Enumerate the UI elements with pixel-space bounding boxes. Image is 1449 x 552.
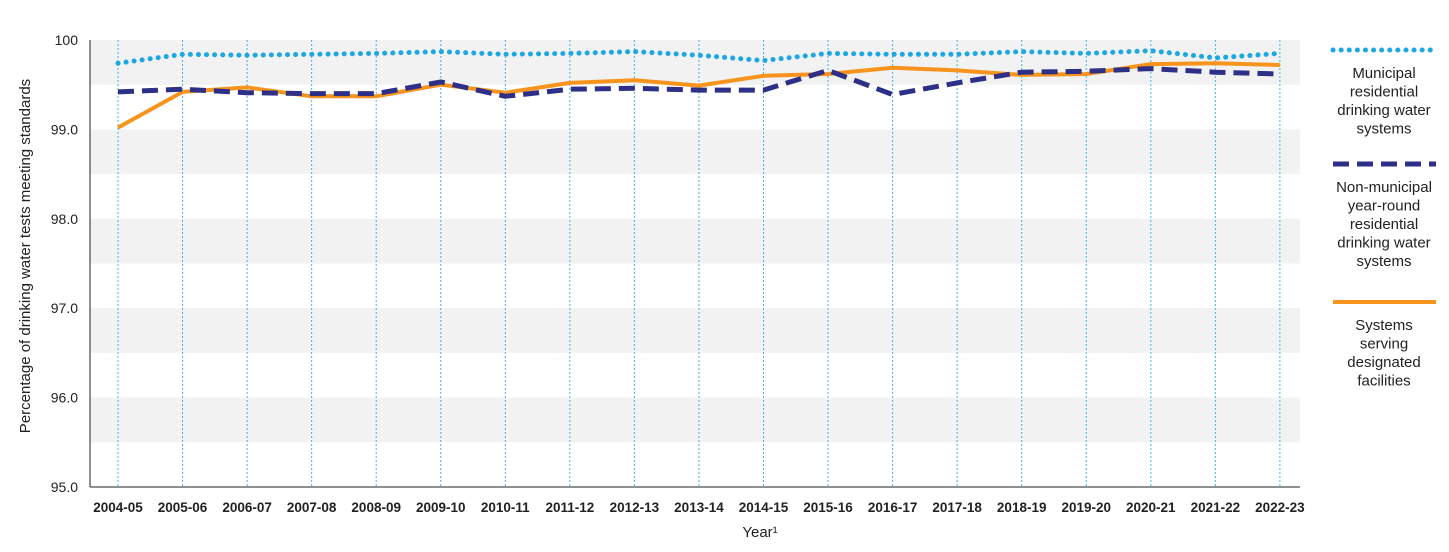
x-tick-label: 2022-23	[1255, 500, 1305, 515]
y-tick-label: 100	[55, 32, 79, 48]
x-tick-label: 2016-17	[868, 500, 918, 515]
background-band	[90, 40, 1300, 85]
y-tick-label: 97.0	[51, 300, 78, 316]
legend-label: Non-municipal	[1336, 179, 1432, 196]
legend-label: residential	[1350, 216, 1418, 233]
legend-label: Systems	[1355, 317, 1413, 334]
series-line-3	[117, 61, 1280, 130]
legend-label: residential	[1350, 84, 1418, 101]
series-line-1	[115, 48, 1283, 66]
x-tick-label: 2011-12	[545, 500, 594, 515]
x-tick-label: 2017-18	[932, 500, 982, 515]
y-tick-label: 99.0	[51, 121, 78, 137]
x-tick-label: 2014-15	[739, 500, 789, 515]
axes	[89, 40, 1300, 488]
y-tick-label: 96.0	[51, 390, 78, 406]
background-bands	[90, 40, 1300, 443]
series-line-2	[117, 66, 1280, 99]
x-tick-label: 2015-16	[803, 500, 853, 515]
legend-label: Municipal	[1352, 65, 1415, 82]
series-lines	[115, 48, 1283, 130]
legend-label: systems	[1356, 253, 1411, 270]
legend-label: year-round	[1348, 198, 1421, 215]
x-tick-label: 2012-13	[610, 500, 660, 515]
legend-label: drinking water	[1337, 102, 1430, 119]
legend-label: systems	[1356, 121, 1411, 138]
x-tick-label: 2019-20	[1061, 500, 1111, 515]
background-band	[90, 397, 1300, 443]
x-tick-label: 2018-19	[997, 500, 1047, 515]
x-tick-label: 2006-07	[222, 500, 272, 515]
x-tick-label: 2009-10	[416, 500, 466, 515]
x-axis-title: Year¹	[742, 524, 777, 541]
x-tick-label: 2021-22	[1191, 500, 1241, 515]
y-tick-labels: 95.0 96.0 97.0 98.0 99.0 100	[51, 32, 78, 495]
x-tick-label: 2005-06	[158, 500, 208, 515]
vertical-gridlines	[117, 40, 1281, 487]
x-tick-label: 2020-21	[1126, 500, 1176, 515]
x-tick-label: 2007-08	[287, 500, 337, 515]
x-tick-label: 2010-11	[481, 500, 530, 515]
legend-label: designated	[1347, 354, 1420, 371]
x-tick-label: 2008-09	[351, 500, 401, 515]
background-band	[90, 308, 1300, 353]
legend-label: drinking water	[1337, 235, 1430, 252]
y-tick-label: 98.0	[51, 211, 78, 227]
y-tick-label: 95.0	[51, 479, 78, 495]
legend-label: serving	[1360, 336, 1408, 353]
y-axis-title: Percentage of drinking water tests meeti…	[17, 79, 34, 433]
background-band	[90, 218, 1300, 264]
x-tick-labels: 2004-05 2005-06 2006-07 2007-08 2008-09 2009-…	[93, 500, 1305, 515]
x-tick-label: 2004-05	[93, 500, 143, 515]
background-band	[90, 129, 1300, 175]
legend-label: facilities	[1357, 373, 1410, 390]
x-tick-label: 2013-14	[674, 500, 724, 515]
